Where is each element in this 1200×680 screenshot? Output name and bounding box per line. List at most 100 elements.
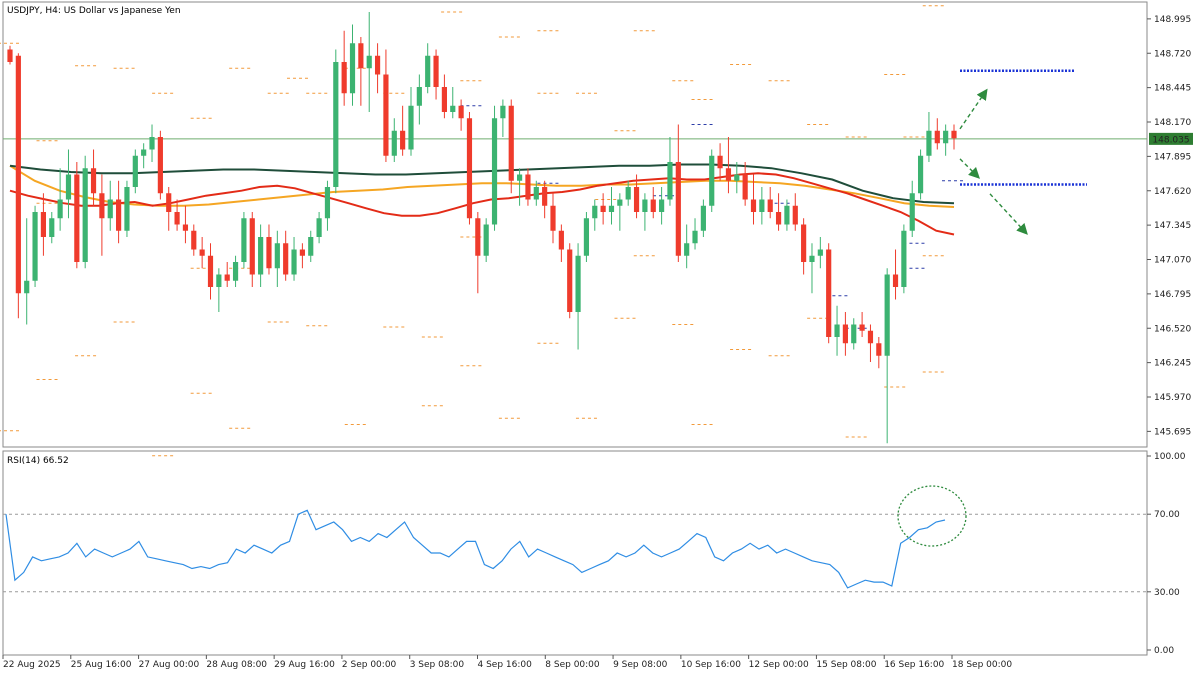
candle-bearish: [742, 174, 748, 200]
candle-bearish: [542, 187, 548, 206]
candle-bullish: [909, 193, 915, 231]
candle-bullish: [575, 255, 581, 312]
candle-bullish: [483, 224, 489, 256]
price-axis-label: 145.970: [1154, 393, 1191, 403]
candle-bullish: [425, 55, 431, 87]
time-axis-label: 18 Sep 00:00: [952, 660, 1012, 670]
candle-bullish: [684, 243, 690, 256]
bullish-projection-arrow: [959, 88, 988, 130]
time-axis-label: 28 Aug 08:00: [206, 660, 267, 670]
candle-bullish: [391, 130, 397, 156]
candle-bullish: [692, 230, 698, 244]
candle-bearish: [266, 237, 272, 269]
candle-bearish: [383, 74, 389, 156]
candle-bullish: [709, 155, 715, 206]
candle-bullish: [408, 105, 414, 150]
price-axis-label: 148.995: [1154, 15, 1191, 25]
candle-bullish: [901, 230, 907, 287]
candle-bearish: [792, 205, 798, 225]
candle-bearish: [934, 130, 940, 144]
candle-bullish: [851, 324, 857, 344]
candle-bearish: [567, 249, 573, 312]
candle-bullish: [82, 168, 88, 262]
time-axis-label: 10 Sep 16:00: [681, 660, 741, 670]
candle-bearish: [750, 199, 757, 212]
candle-bullish: [450, 105, 456, 112]
candle-bearish: [725, 168, 732, 181]
candle-bullish: [817, 249, 823, 256]
candle-bearish: [166, 193, 172, 212]
candle-bullish: [592, 205, 598, 219]
candle-bullish: [32, 212, 38, 281]
time-axis-label: 25 Aug 16:00: [71, 660, 132, 670]
price-axis-label: 148.720: [1154, 49, 1191, 59]
candle-bearish: [458, 105, 464, 119]
candle-bullish: [700, 205, 706, 231]
price-axis-label: 148.170: [1154, 118, 1191, 128]
candle-bearish: [675, 162, 681, 256]
candle-bearish: [550, 205, 556, 231]
candle-bullish: [291, 249, 297, 275]
candle-bullish: [917, 155, 924, 194]
candle-bearish: [191, 230, 197, 250]
candle-bearish: [876, 343, 882, 356]
time-axis-label: 2 Sep 00:00: [342, 660, 397, 670]
candle-bullish: [57, 199, 63, 219]
candle-bearish: [400, 130, 406, 150]
candle-bullish: [784, 205, 790, 225]
candle-bullish: [316, 218, 322, 237]
candle-bearish: [951, 130, 957, 139]
price-axis-label: 147.895: [1154, 152, 1191, 162]
candle-bearish: [525, 174, 531, 200]
candle-bearish: [74, 174, 80, 262]
candle-bullish: [216, 274, 222, 287]
time-axis-label: 9 Sep 08:00: [613, 660, 668, 670]
candle-bullish: [49, 218, 55, 237]
candle-bullish: [232, 262, 239, 281]
candle-bullish: [149, 137, 155, 150]
price-axis-label: 148.445: [1154, 84, 1191, 94]
candle-bearish: [299, 249, 305, 256]
candle-bearish: [207, 255, 214, 287]
candle-bullish: [241, 218, 247, 262]
candle-bullish: [141, 149, 147, 156]
time-axis-label: 16 Sep 16:00: [884, 660, 944, 670]
time-axis-label: 4 Sep 16:00: [478, 660, 533, 670]
candle-bearish: [842, 324, 848, 344]
candle-bearish: [374, 55, 381, 75]
candle-bearish: [826, 249, 832, 337]
rsi-axis-label: 0.00: [1154, 646, 1174, 656]
moving-average-dark-green: [9, 163, 955, 205]
candle-bearish: [508, 105, 514, 181]
candle-bullish: [24, 280, 30, 294]
candle-bearish: [867, 330, 874, 344]
candle-bearish: [358, 43, 364, 69]
candle-bearish: [341, 62, 347, 94]
candle-bullish: [500, 105, 506, 119]
candle-bearish: [466, 118, 473, 219]
price-axis-label: 146.795: [1154, 290, 1191, 300]
candle-bullish: [333, 62, 339, 187]
candle-bullish: [583, 218, 590, 256]
candle-bearish: [90, 168, 97, 194]
time-axis-label: 15 Sep 08:00: [816, 660, 876, 670]
rsi-highlight-circle: [897, 485, 967, 547]
candle-bearish: [475, 218, 481, 256]
candle-bullish: [274, 243, 280, 269]
bearish-projection-arrow: [989, 193, 1028, 235]
price-axis-label: 147.345: [1154, 221, 1191, 231]
time-axis-label: 12 Sep 00:00: [749, 660, 809, 670]
candle-bearish: [633, 187, 640, 212]
rsi-pane-frame: [2, 450, 1148, 656]
candle-bearish: [182, 224, 189, 231]
candle-bullish: [491, 118, 498, 225]
candle-bearish: [116, 199, 122, 231]
candle-bearish: [775, 212, 782, 225]
price-axis-label: 146.245: [1154, 359, 1191, 369]
candle-bearish: [249, 218, 255, 275]
candle-bearish: [174, 212, 180, 225]
price-axis-label: 147.070: [1154, 256, 1191, 266]
candle-bearish: [40, 212, 47, 237]
